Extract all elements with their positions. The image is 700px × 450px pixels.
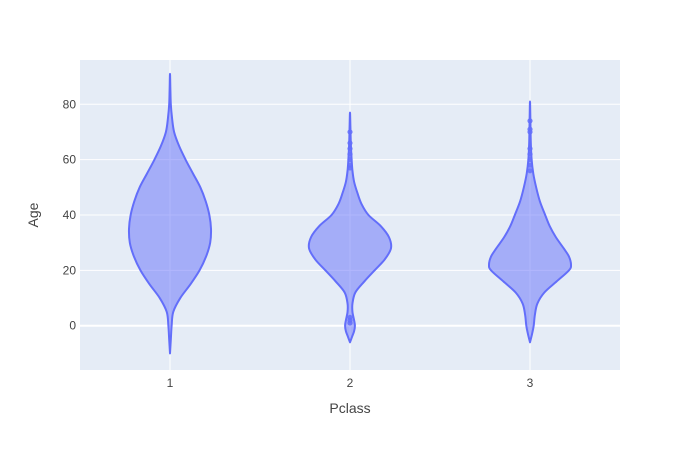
outlier-point xyxy=(527,162,533,168)
outlier-point xyxy=(527,126,533,132)
outlier-point xyxy=(347,145,353,152)
outlier-point xyxy=(347,151,353,157)
outlier-point xyxy=(347,157,353,163)
outlier-point xyxy=(347,129,353,135)
outlier-point xyxy=(347,162,353,168)
y-tick-labels: 0 20 40 60 80 xyxy=(63,97,77,332)
violins xyxy=(127,72,573,355)
outlier-point xyxy=(527,118,533,124)
y-tick-label: 80 xyxy=(63,97,77,111)
outlier-point xyxy=(347,140,353,146)
y-tick-label: 20 xyxy=(63,263,77,277)
outlier-point xyxy=(527,168,533,174)
violin-pclass-1 xyxy=(127,72,213,355)
x-tick-labels: 1 2 3 xyxy=(167,376,534,390)
y-axis-title: Age xyxy=(25,202,41,227)
y-tick-label: 40 xyxy=(63,208,77,222)
x-tick-label: 3 xyxy=(527,376,534,390)
x-tick-label: 1 xyxy=(167,376,174,390)
y-tick-label: 60 xyxy=(63,153,77,167)
outlier-point xyxy=(527,145,533,152)
outlier-point xyxy=(527,157,533,163)
violin-pclass-3 xyxy=(487,100,573,344)
y-tick-label: 0 xyxy=(69,319,76,333)
x-axis-title: Pclass xyxy=(329,400,370,416)
outlier-point xyxy=(347,314,353,321)
violin-pclass-2 xyxy=(307,111,393,344)
outlier-point xyxy=(527,151,533,157)
x-tick-label: 2 xyxy=(347,376,354,390)
